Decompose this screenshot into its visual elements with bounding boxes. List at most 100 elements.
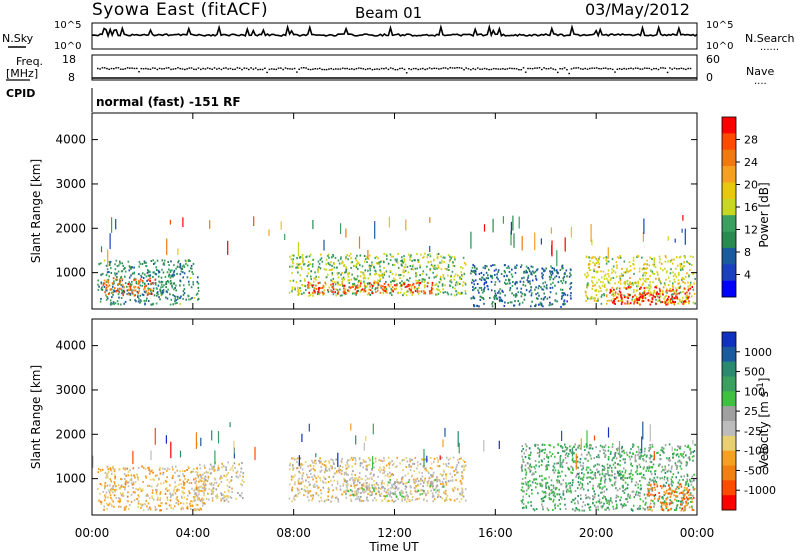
range-cell	[684, 256, 686, 259]
range-cell	[431, 281, 434, 284]
range-cell	[482, 273, 485, 276]
cpid-label: CPID	[6, 87, 35, 100]
range-cell	[423, 466, 425, 469]
range-cell	[387, 491, 389, 494]
freq-label: Freq.	[16, 55, 43, 68]
range-cell	[114, 475, 116, 478]
range-cell	[649, 285, 652, 288]
range-cell	[154, 272, 157, 275]
range-cell	[491, 302, 493, 305]
range-cell	[169, 269, 172, 272]
range-cell	[633, 302, 635, 305]
range-cell	[301, 256, 303, 259]
range-cell	[538, 285, 540, 287]
range-cell	[423, 481, 425, 484]
range-cell	[686, 260, 688, 263]
range-cell	[211, 499, 214, 502]
range-cell	[188, 283, 190, 286]
range-cell	[608, 508, 611, 511]
range-cell	[365, 498, 368, 501]
range-cell	[367, 250, 369, 260]
range-cell	[410, 291, 413, 294]
range-cell	[664, 267, 666, 270]
range-cell	[345, 467, 348, 470]
range-cell	[203, 490, 205, 493]
range-cell	[160, 509, 162, 512]
range-cell	[336, 289, 339, 292]
range-cell	[629, 494, 631, 497]
range-cell	[611, 483, 613, 486]
range-cell	[565, 280, 567, 283]
range-cell	[460, 457, 462, 460]
range-cell	[146, 505, 148, 508]
range-cell	[648, 484, 650, 486]
range-cell	[313, 486, 315, 488]
range-cell	[589, 497, 591, 500]
range-cell	[620, 473, 622, 476]
range-cell	[409, 490, 412, 493]
range-cell	[606, 473, 609, 476]
range-cell	[348, 290, 350, 293]
range-cell	[594, 476, 597, 479]
range-cell	[638, 508, 640, 511]
range-cell	[461, 487, 463, 490]
range-cell	[449, 285, 452, 288]
range-cell	[497, 269, 500, 272]
range-cell	[335, 288, 337, 291]
range-cell	[141, 293, 144, 296]
range-cell	[328, 467, 331, 470]
range-cell	[130, 474, 133, 477]
range-cell	[170, 274, 172, 277]
range-cell	[662, 508, 664, 511]
range-cell	[682, 215, 684, 221]
range-cell	[498, 296, 501, 299]
range-cell	[543, 270, 545, 273]
freq-panel: Freq. [MHz] 18 8 CPID 60 0 Nave ....	[6, 53, 774, 100]
range-cell	[532, 472, 534, 475]
range-cell	[404, 482, 406, 485]
range-cell	[389, 481, 391, 484]
range-cell	[213, 465, 216, 468]
range-cell	[682, 478, 684, 481]
range-cell	[448, 498, 451, 501]
range-cell	[630, 448, 632, 451]
range-cell	[233, 462, 236, 465]
range-cell	[211, 488, 214, 491]
range-cell	[353, 456, 355, 459]
range-cell	[645, 277, 647, 280]
range-cell	[523, 490, 526, 493]
range-cell	[629, 475, 632, 478]
range-cell	[672, 284, 674, 287]
range-cell	[658, 464, 660, 467]
range-cell	[545, 482, 547, 485]
range-cell	[327, 253, 330, 256]
range-cell	[668, 457, 671, 459]
range-cell	[156, 484, 158, 487]
range-cell	[644, 294, 647, 296]
range-cell	[326, 469, 329, 472]
range-cell	[603, 257, 605, 259]
range-cell	[649, 287, 651, 290]
range-cell	[647, 299, 650, 302]
range-cell	[209, 472, 212, 475]
range-cell	[361, 486, 363, 488]
range-cell	[631, 282, 634, 285]
range-cell	[551, 240, 553, 257]
range-cell	[529, 463, 532, 466]
range-cell	[461, 275, 463, 278]
range-cell	[413, 259, 416, 262]
range-cell	[300, 488, 303, 490]
range-cell	[550, 303, 552, 306]
range-cell	[626, 269, 628, 272]
range-cell	[495, 294, 498, 297]
range-cell	[339, 468, 342, 471]
range-cell	[417, 464, 419, 467]
range-cell	[432, 484, 434, 487]
range-cell	[589, 263, 591, 266]
range-cell	[190, 264, 193, 267]
range-cell	[342, 276, 345, 279]
range-cell	[151, 497, 154, 499]
range-cell	[676, 499, 678, 502]
range-cell	[659, 477, 662, 480]
range-cell	[490, 264, 492, 267]
